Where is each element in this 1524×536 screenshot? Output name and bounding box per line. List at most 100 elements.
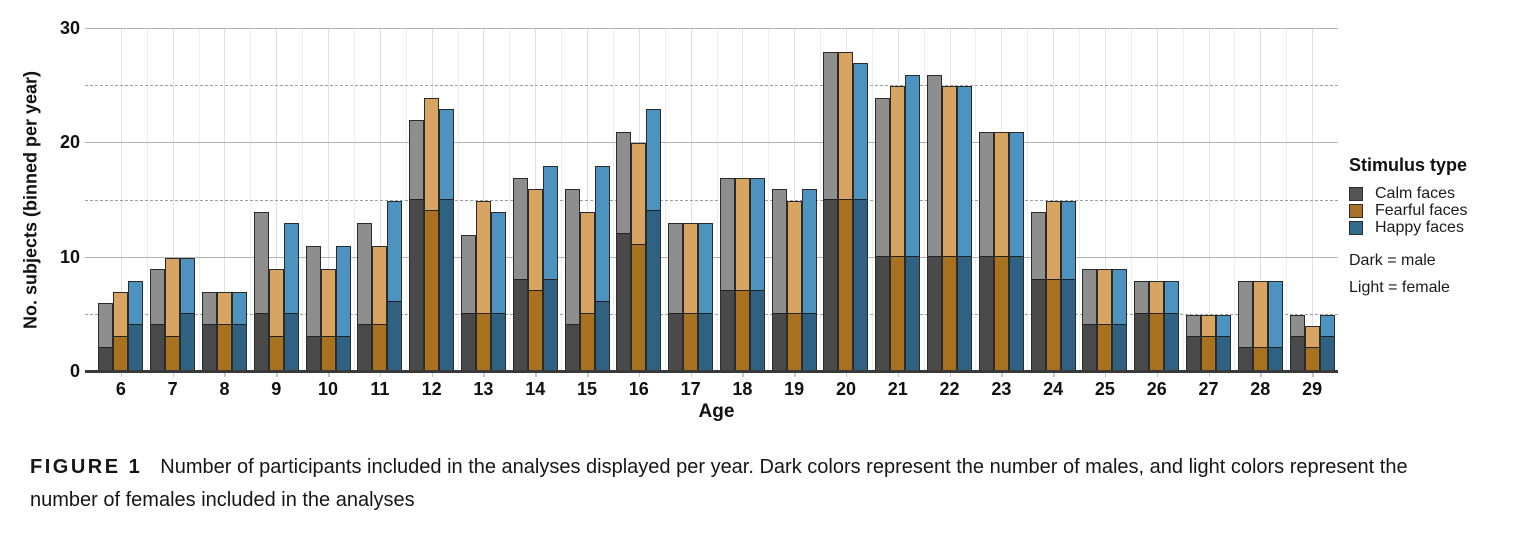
vertical-gridline	[120, 29, 122, 372]
bar-group	[561, 29, 613, 372]
bar-calm-faces	[201, 291, 217, 372]
x-tick-mark	[1001, 373, 1003, 377]
bar-calm-faces	[1134, 280, 1150, 372]
bar-fearful-faces	[734, 177, 750, 372]
male-segment	[979, 255, 993, 371]
vertical-gridline	[302, 29, 304, 372]
male-segment	[491, 312, 505, 371]
x-tick-label: 16	[628, 379, 649, 399]
male-segment	[802, 312, 816, 371]
bar-group	[1286, 29, 1338, 372]
legend-item-label: Calm faces	[1375, 185, 1456, 202]
vertical-gridline	[587, 29, 589, 372]
male-segment	[617, 232, 631, 371]
x-tick-mark	[897, 373, 900, 377]
bar-fearful-faces	[113, 291, 129, 372]
bar-calm-faces	[978, 131, 994, 372]
male-segment	[129, 324, 143, 371]
male-segment	[1238, 347, 1252, 371]
gridline-solid	[85, 28, 1338, 29]
male-segment	[1083, 324, 1097, 371]
bar-group	[975, 29, 1027, 372]
male-segment	[202, 324, 216, 371]
gridline-dashed	[85, 85, 1338, 87]
y-axis-title: No. subjects (binned per year)	[20, 70, 41, 330]
bar-happy-faces	[594, 166, 610, 372]
x-tick-mark	[1312, 373, 1314, 377]
bar-calm-faces	[409, 120, 425, 372]
vertical-gridline	[820, 29, 822, 372]
bar-fearful-faces	[165, 257, 181, 372]
bar-happy-faces	[283, 223, 299, 372]
male-segment	[1135, 312, 1149, 371]
bar-happy-faces	[698, 223, 714, 372]
bar-calm-faces	[616, 131, 632, 372]
x-tick-label: 23	[991, 379, 1012, 399]
vertical-gridline	[1027, 29, 1029, 372]
bar-group	[1183, 29, 1235, 372]
bar-happy-faces	[490, 211, 506, 372]
x-tick-label: 21	[887, 379, 908, 399]
bar-calm-faces	[1030, 211, 1046, 372]
vertical-gridline	[1234, 29, 1236, 372]
x-tick-label: 15	[577, 379, 598, 399]
bar-group	[1234, 29, 1286, 372]
bar-group	[1131, 29, 1183, 372]
vertical-gridline	[1182, 29, 1184, 372]
x-axis-title: Age	[698, 401, 735, 422]
bar-group	[924, 29, 976, 372]
male-segment	[787, 312, 801, 371]
x-tick-label: 7	[167, 379, 178, 399]
male-segment	[1202, 335, 1216, 371]
bar-calm-faces	[1289, 314, 1305, 372]
male-segment	[565, 324, 579, 371]
bar-calm-faces	[719, 177, 735, 372]
bar-calm-faces	[1237, 280, 1253, 372]
x-tick-label: 29	[1302, 379, 1323, 399]
male-segment	[284, 312, 298, 371]
vertical-gridline	[871, 29, 873, 372]
bar-group	[665, 29, 717, 372]
bar-fearful-faces	[786, 200, 802, 372]
bar-happy-faces	[905, 74, 921, 372]
male-segment	[772, 312, 786, 371]
bar-fearful-faces	[1045, 200, 1061, 372]
bar-calm-faces	[98, 303, 114, 372]
legend-item: Happy faces	[1349, 219, 1521, 236]
bar-fearful-faces	[1201, 314, 1217, 372]
bar-fearful-faces	[1149, 280, 1165, 372]
bar-fearful-faces	[631, 143, 647, 372]
vertical-gridline	[923, 29, 925, 372]
x-tick-mark	[483, 373, 485, 377]
vertical-gridline	[405, 29, 407, 372]
x-tick-label: 11	[370, 379, 390, 399]
male-segment	[1187, 335, 1201, 371]
x-tick-label: 6	[115, 379, 126, 399]
bar-group	[820, 29, 872, 372]
bar-calm-faces	[927, 74, 943, 372]
gridline-dashed	[85, 199, 1338, 201]
bar-happy-faces	[542, 166, 558, 372]
bar-happy-faces	[387, 200, 403, 372]
bar-happy-faces	[439, 109, 455, 372]
vertical-gridline	[975, 29, 977, 372]
male-segment	[1113, 324, 1127, 371]
x-tick-label: 25	[1094, 379, 1115, 399]
bar-calm-faces	[150, 269, 166, 372]
x-tick-label: 9	[271, 379, 282, 399]
x-tick-label: 12	[421, 379, 442, 399]
x-tick-mark	[535, 373, 537, 377]
bar-calm-faces	[357, 223, 373, 372]
bar-happy-faces	[1112, 269, 1128, 372]
x-tick-mark	[1053, 373, 1055, 377]
vertical-gridline	[690, 29, 692, 372]
bar-fearful-faces	[890, 86, 906, 372]
male-segment	[824, 198, 838, 371]
plot-area	[85, 28, 1338, 372]
bar-calm-faces	[823, 51, 839, 372]
x-tick-mark	[379, 373, 382, 377]
male-segment	[632, 244, 646, 371]
vertical-gridline	[328, 29, 330, 372]
male-segment	[1098, 324, 1112, 371]
